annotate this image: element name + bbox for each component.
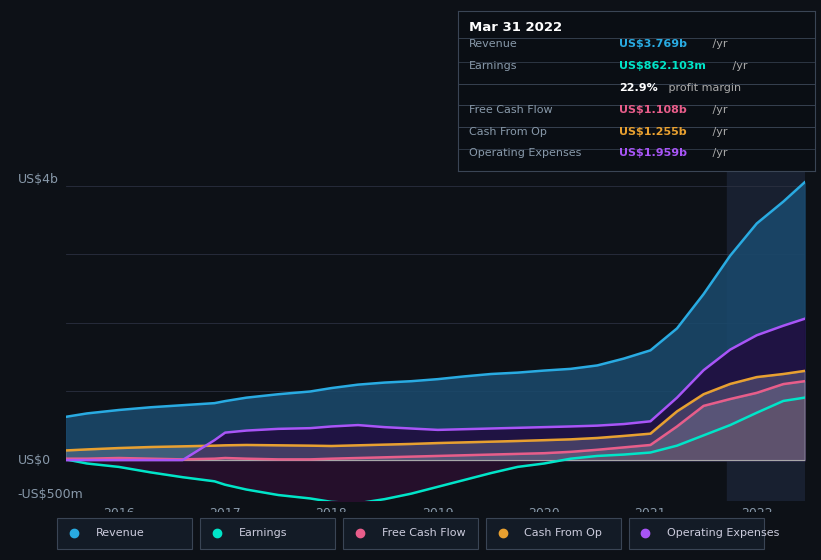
Text: Cash From Op: Cash From Op [469,127,547,137]
FancyBboxPatch shape [629,518,764,549]
Text: Revenue: Revenue [469,39,517,49]
Text: Cash From Op: Cash From Op [525,529,603,538]
Text: US$1.108b: US$1.108b [619,105,686,115]
Text: Revenue: Revenue [96,529,144,538]
Text: Free Cash Flow: Free Cash Flow [469,105,553,115]
Text: Operating Expenses: Operating Expenses [469,148,581,158]
Text: -US$500m: -US$500m [18,488,84,501]
Text: Earnings: Earnings [239,529,287,538]
FancyBboxPatch shape [57,518,192,549]
Text: Mar 31 2022: Mar 31 2022 [469,21,562,34]
Text: US$1.959b: US$1.959b [619,148,687,158]
Text: profit margin: profit margin [665,83,741,93]
Text: US$1.255b: US$1.255b [619,127,686,137]
Bar [727,165,805,501]
Text: US$4b: US$4b [18,173,58,186]
FancyBboxPatch shape [486,518,621,549]
Text: US$3.769b: US$3.769b [619,39,687,49]
Text: Free Cash Flow: Free Cash Flow [382,529,466,538]
Text: /yr: /yr [709,39,727,49]
Text: US$862.103m: US$862.103m [619,61,706,71]
FancyBboxPatch shape [200,518,335,549]
Text: 22.9%: 22.9% [619,83,658,93]
Text: /yr: /yr [709,148,727,158]
Text: /yr: /yr [709,105,727,115]
Text: US$0: US$0 [18,454,51,466]
FancyBboxPatch shape [343,518,478,549]
Text: Earnings: Earnings [469,61,517,71]
Text: Operating Expenses: Operating Expenses [667,529,779,538]
Text: /yr: /yr [729,61,747,71]
Text: /yr: /yr [709,127,727,137]
